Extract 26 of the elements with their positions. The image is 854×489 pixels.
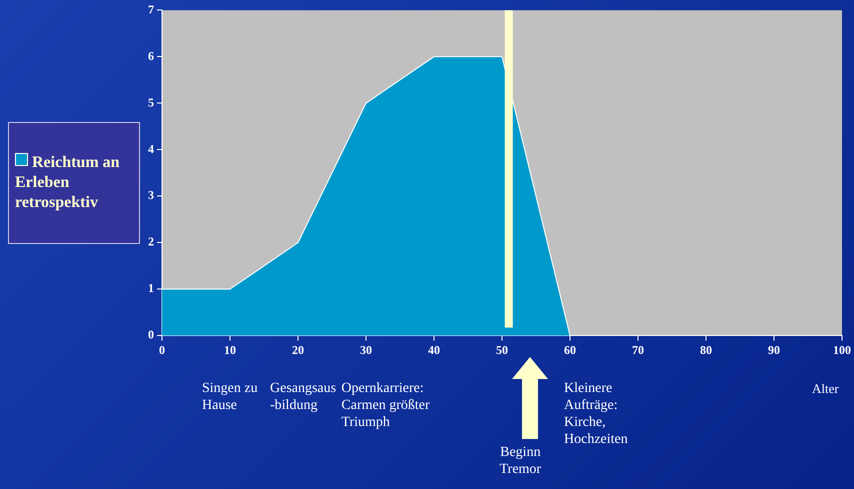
y-tick-label: 2 [148,234,154,249]
x-tick-label: 90 [768,342,780,357]
x-tick-label: 0 [159,342,165,357]
x-tick-label: 10 [224,342,236,357]
x-tick-label: 80 [700,342,712,357]
y-tick-label: 0 [148,328,154,342]
text: Singen zu Hause [202,380,258,414]
text: Beginn Tremor [498,444,542,478]
x-axis-title: Alter [812,380,839,397]
x-tick-label: 40 [428,342,440,357]
legend-label: Reichtum an Erleben retrospektiv [15,153,121,213]
text: Kleinere Aufträge: Kirche, Hochzeiten [564,380,628,448]
x-tick-label: 100 [833,342,851,357]
y-tick-label: 6 [148,48,154,63]
x-tick-label: 20 [292,342,304,357]
x-tick-label: 50 [496,342,508,357]
x-tick-label: 70 [632,342,644,357]
text: Opernkarriere: Carmen größter Triumph [341,380,430,431]
x-tick-label: 30 [360,342,372,357]
y-tick-label: 4 [148,142,154,156]
y-tick-label: 1 [148,281,154,296]
text: Gesangsaus -bildung [270,380,336,414]
y-tick-label: 3 [148,188,154,202]
y-tick-label: 5 [148,95,154,110]
x-tick-label: 60 [564,342,576,357]
y-tick-label: 7 [148,2,154,16]
